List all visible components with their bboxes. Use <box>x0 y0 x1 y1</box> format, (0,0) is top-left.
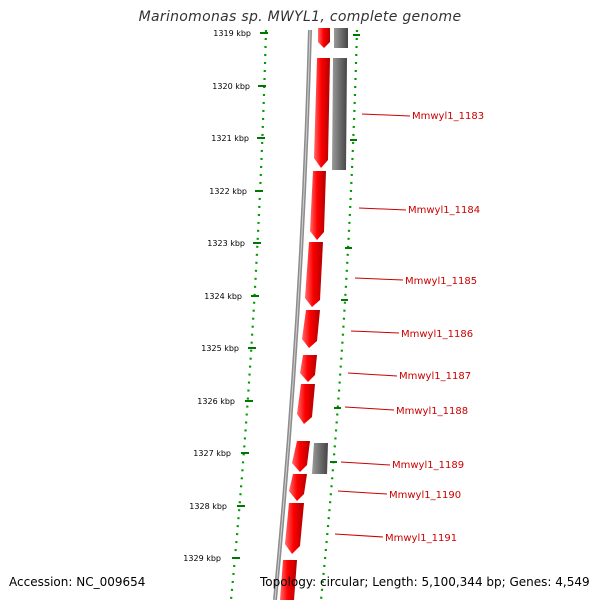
gene-arrow[interactable] <box>318 28 330 48</box>
tick-label: 1322 kbp <box>209 187 247 196</box>
gene-arrow[interactable] <box>314 58 330 168</box>
gene-label[interactable]: Mmwyl1_1188 <box>396 406 468 417</box>
gene-arrow[interactable] <box>289 474 307 501</box>
label-connector <box>334 533 384 538</box>
gene-arrow[interactable] <box>305 242 323 307</box>
label-connector <box>347 372 398 377</box>
gene-arrow[interactable] <box>280 560 297 600</box>
label-connector <box>354 277 404 281</box>
accession-text: Accession: NC_009654 <box>9 575 146 589</box>
ruler-dots-right <box>319 29 359 600</box>
label-connectors <box>334 113 411 538</box>
gene-arrow[interactable] <box>300 355 317 382</box>
tick-marks <box>232 32 268 559</box>
gene-label[interactable]: Mmwyl1_1186 <box>401 329 473 340</box>
gene-label[interactable]: Mmwyl1_1184 <box>408 205 480 216</box>
tick-label: 1320 kbp <box>212 82 250 91</box>
gene-arrow[interactable] <box>297 384 315 424</box>
gene-block[interactable] <box>312 443 328 474</box>
tick-label: 1325 kbp <box>201 344 239 353</box>
tick-label: 1321 kbp <box>211 134 249 143</box>
label-connector <box>350 330 400 334</box>
gene-labels: Mmwyl1_1183 Mmwyl1_1184 Mmwyl1_1185 Mmwy… <box>385 111 484 544</box>
tick-label: 1319 kbp <box>213 29 251 38</box>
tick-label: 1326 kbp <box>197 397 235 406</box>
gene-label[interactable]: Mmwyl1_1190 <box>389 490 461 501</box>
gene-label[interactable]: Mmwyl1_1189 <box>392 460 464 471</box>
tick-labels: 1319 kbp 1320 kbp 1321 kbp 1322 kbp 1323… <box>183 29 251 563</box>
tick-label: 1329 kbp <box>183 554 221 563</box>
gene-arrow[interactable] <box>310 171 326 240</box>
genome-backbone-highlight <box>274 29 311 600</box>
label-connector <box>340 461 391 466</box>
gene-label[interactable]: Mmwyl1_1183 <box>412 111 484 122</box>
label-connector <box>344 406 395 411</box>
forward-genes <box>280 28 330 600</box>
tick-label: 1323 kbp <box>207 239 245 248</box>
tick-label: 1327 kbp <box>193 449 231 458</box>
label-connector <box>358 207 407 211</box>
label-connector <box>337 490 388 495</box>
gene-label[interactable]: Mmwyl1_1185 <box>405 276 477 287</box>
map-title: Marinomonas sp. MWYL1, complete genome <box>138 9 462 25</box>
gene-arrow[interactable] <box>285 503 304 554</box>
gene-arrow[interactable] <box>302 310 320 348</box>
gene-block[interactable] <box>332 58 347 170</box>
reverse-genes <box>312 28 348 474</box>
ruler-dots-left <box>229 29 268 600</box>
genome-summary-text: Topology: circular; Length: 5,100,344 bp… <box>260 575 590 589</box>
gene-label[interactable]: Mmwyl1_1191 <box>385 533 457 544</box>
gene-label[interactable]: Mmwyl1_1187 <box>399 371 471 382</box>
tick-label: 1324 kbp <box>204 292 242 301</box>
label-connector <box>361 113 411 117</box>
tick-label: 1328 kbp <box>189 502 227 511</box>
gene-arrow[interactable] <box>292 441 310 472</box>
gene-block[interactable] <box>334 28 348 48</box>
inner-tick-marks <box>330 34 360 463</box>
